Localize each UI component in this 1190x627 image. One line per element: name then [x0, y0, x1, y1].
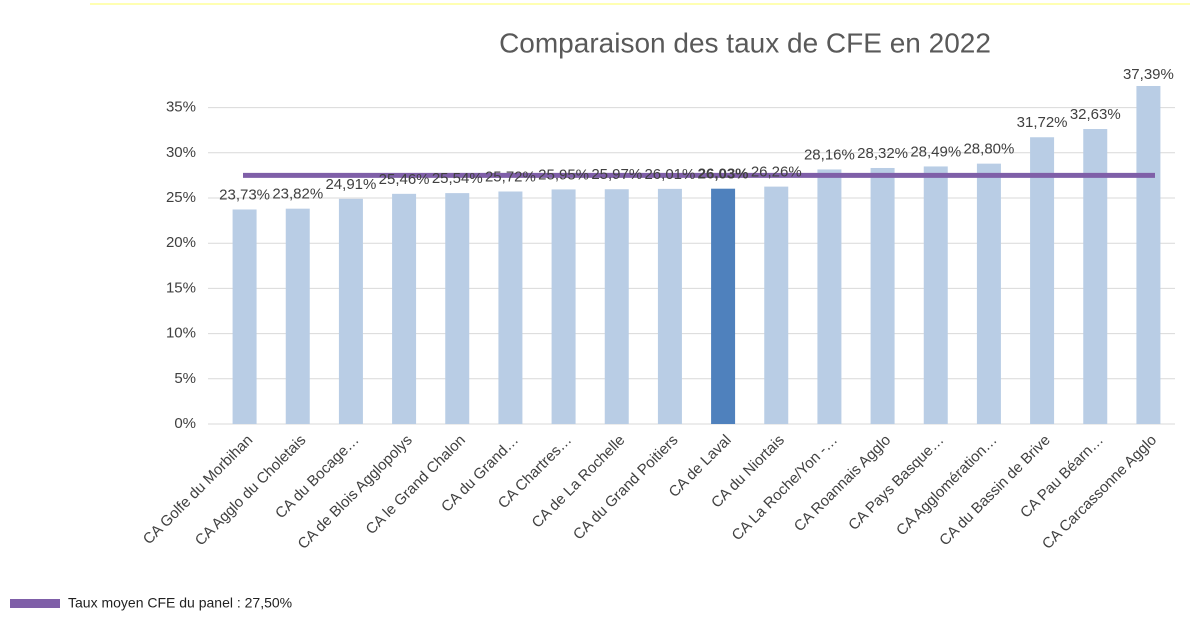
value-label: 28,49%: [910, 143, 961, 160]
value-label: 31,72%: [1017, 114, 1068, 131]
y-tick-label: 5%: [174, 370, 196, 387]
x-tick-label: CA Agglomération…: [893, 432, 1001, 540]
bar: [657, 188, 682, 424]
y-tick-label: 0%: [174, 415, 196, 432]
chart-title: Comparaison des taux de CFE en 2022: [499, 27, 991, 58]
value-label: 26,03%: [698, 166, 749, 183]
x-tick-label: CA Pays Basque…: [845, 432, 947, 534]
y-tick-label: 20%: [166, 234, 196, 251]
y-tick-label: 10%: [166, 325, 196, 342]
bar: [551, 189, 576, 424]
x-tick-label: CA le Grand Chalon: [363, 432, 469, 538]
bar: [817, 169, 842, 424]
value-label: 25,72%: [485, 168, 536, 185]
value-label: 24,91%: [325, 176, 376, 193]
value-label: 37,39%: [1123, 66, 1174, 83]
bar: [338, 198, 363, 424]
bar: [392, 193, 417, 424]
y-tick-label: 15%: [166, 279, 196, 296]
bar: [285, 208, 310, 424]
value-label: 26,01%: [644, 166, 695, 183]
bar: [445, 193, 470, 424]
value-label: 28,80%: [963, 141, 1014, 158]
bar: [604, 189, 629, 424]
bar: [764, 186, 789, 424]
value-label: 32,63%: [1070, 106, 1121, 123]
value-label: 26,26%: [751, 164, 802, 181]
value-label: 23,73%: [219, 186, 270, 203]
bar: [976, 163, 1001, 424]
value-label: 28,32%: [857, 145, 908, 162]
x-tick-label: CA La Roche/Yon -…: [729, 432, 841, 544]
y-tick-label: 35%: [166, 99, 196, 116]
legend-swatch: [10, 599, 60, 608]
bar: [1083, 129, 1108, 425]
bar: [1030, 137, 1055, 424]
bar: [1136, 85, 1161, 425]
bar: [711, 188, 736, 424]
bar: [870, 167, 895, 425]
y-tick-label: 25%: [166, 189, 196, 206]
x-tick-label: CA de La Rochelle: [529, 432, 629, 532]
value-label: 25,95%: [538, 166, 589, 183]
value-label: 28,16%: [804, 146, 855, 163]
y-tick-label: 30%: [166, 144, 196, 161]
value-label: 25,97%: [591, 166, 642, 183]
value-label: 23,82%: [272, 186, 323, 203]
bar: [923, 166, 948, 425]
x-tick-label: CA du Grand Poitiers: [570, 432, 682, 544]
value-label: 25,54%: [432, 170, 483, 187]
bar: [498, 191, 523, 424]
x-tick-label: CA Roannais Agglo: [791, 432, 894, 535]
bar: [232, 209, 257, 424]
value-label: 25,46%: [379, 171, 430, 188]
legend-label: Taux moyen CFE du panel : 27,50%: [68, 595, 292, 611]
